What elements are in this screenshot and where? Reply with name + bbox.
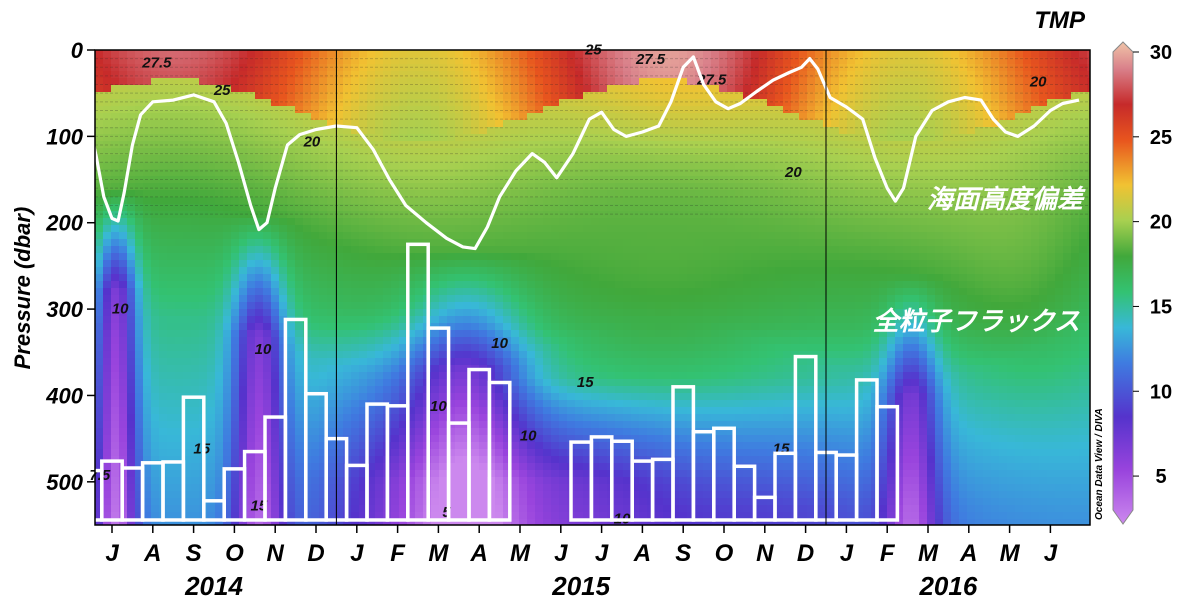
month-label: M (510, 540, 531, 567)
colorbar-tick-label: 30 (1150, 42, 1172, 64)
month-label: A (633, 540, 651, 567)
month-label: S (186, 540, 202, 567)
year-label: 2015 (551, 571, 610, 601)
month-label: N (756, 540, 774, 567)
month-label: A (143, 540, 161, 567)
month-label: J (1044, 540, 1058, 567)
colorbar-ticks: 5 10 15 20 25 30 (1133, 42, 1172, 488)
sea-level-anomaly-label: 海面高度偏差 (927, 185, 1086, 215)
month-label: O (225, 540, 244, 567)
temperature-field (95, 50, 1090, 525)
contour-label: 27.5 (635, 51, 666, 68)
month-label: J (554, 540, 568, 567)
month-label: J (105, 540, 119, 567)
month-label: M (428, 540, 449, 567)
contour-label: 20 (1029, 73, 1047, 90)
contour-label: 15 (577, 374, 594, 391)
y-tick-label: 500 (46, 470, 83, 495)
contour-label: 10 (112, 300, 129, 317)
y-axis: 0 100 200 300 400 500 (45, 38, 95, 495)
contour-label: 20 (784, 164, 802, 181)
colorbar-tick-label: 20 (1150, 212, 1172, 234)
month-label: F (880, 540, 896, 567)
sea-level-anomaly-line (95, 55, 1080, 251)
colorbar-tick-label: 15 (1150, 296, 1172, 318)
colorbar: 5 10 15 20 25 30 (1112, 41, 1172, 525)
colorbar-scale (1112, 41, 1134, 525)
contour-label: 10 (491, 335, 508, 352)
contour-label: 10 (255, 341, 272, 358)
plot-area: 27.52520101015157.510101015102527.527.52… (89, 41, 1091, 527)
colorbar-tick-label: 25 (1150, 127, 1172, 149)
colorbar-title: TMP (1034, 7, 1086, 34)
flux-bar (875, 404, 900, 522)
month-label: F (390, 540, 406, 567)
y-tick-label: 100 (46, 124, 83, 149)
month-label: S (675, 540, 691, 567)
colorbar-tick-label: 10 (1150, 381, 1172, 403)
y-tick-label: 0 (71, 38, 84, 63)
y-axis-label: Pressure (dbar) (10, 207, 35, 370)
year-labels: 2014 2015 2016 (184, 571, 978, 601)
month-label: O (715, 540, 734, 567)
year-label: 2016 (918, 571, 977, 601)
month-label: D (307, 540, 324, 567)
contour-label: 20 (303, 134, 321, 151)
flux-bar (793, 354, 818, 522)
month-label: J (350, 540, 364, 567)
month-label: A (470, 540, 488, 567)
watermark-text: Ocean Data View / DIVA (1094, 408, 1105, 520)
month-label: J (840, 540, 854, 567)
particle-flux-label: 全粒子フラックス (873, 307, 1080, 337)
flux-bar (181, 395, 206, 522)
month-label: M (918, 540, 939, 567)
sea-level-anomaly-series (95, 55, 1080, 251)
contour-label: 10 (430, 398, 447, 415)
year-dividers (335, 50, 827, 525)
flux-bar (487, 380, 512, 522)
month-label: J (595, 540, 609, 567)
y-tick-label: 400 (45, 383, 83, 408)
y-tick-label: 200 (45, 211, 83, 236)
contour-label: 27.5 (141, 54, 172, 71)
month-label: N (267, 540, 285, 567)
colorbar-tick-label: 5 (1155, 466, 1166, 488)
month-label: A (959, 540, 977, 567)
contour-label: 10 (520, 427, 537, 444)
y-tick-label: 300 (46, 297, 83, 322)
plot-frame (94, 49, 1091, 526)
year-label: 2014 (184, 571, 243, 601)
isolines (95, 58, 1090, 215)
month-label: D (797, 540, 814, 567)
month-label: M (1000, 540, 1021, 567)
contour-label: 25 (213, 82, 231, 99)
flux-bar (732, 464, 757, 522)
